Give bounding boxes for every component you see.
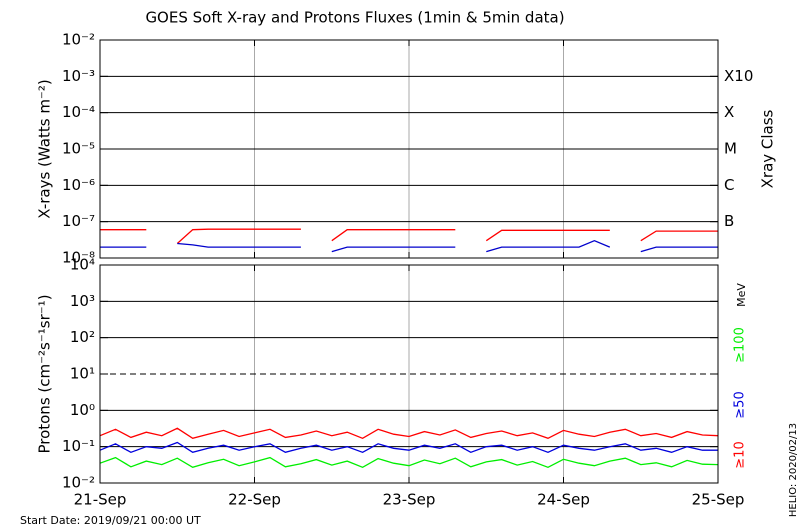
legend-label: ≥50	[733, 391, 748, 418]
plot-frame	[99, 39, 719, 259]
y2-tick-label: X	[724, 103, 734, 121]
series-line	[99, 456, 719, 469]
y-tick-label: 10⁻¹	[62, 437, 95, 455]
series-line	[100, 228, 718, 244]
credit: HELIO: 2020/02/13	[788, 423, 799, 517]
plot-frame	[99, 264, 719, 484]
series-line	[99, 427, 719, 440]
x-tick-label: 21-Sep	[74, 491, 127, 509]
y-tick-label: 10⁻⁶	[62, 176, 95, 194]
x-tick-label: 24-Sep	[537, 491, 590, 509]
y-tick-label: 10¹	[70, 365, 95, 383]
legend-label: ≥100	[733, 327, 748, 363]
series-line	[100, 239, 718, 253]
series-line	[99, 441, 718, 454]
x-tick-label: 22-Sep	[228, 491, 281, 509]
chart-title: GOES Soft X-ray and Protons Fluxes (1min…	[145, 9, 564, 27]
y-tick-label: 10⁻⁷	[62, 212, 95, 230]
legend-label: ≥10	[733, 441, 748, 468]
x-tick-label: 23-Sep	[383, 491, 436, 509]
y-axis-label: Protons (cm⁻²s⁻¹sr⁻¹)	[36, 294, 54, 453]
y2-tick-label: M	[724, 140, 737, 158]
y-tick-label: 10²	[70, 328, 95, 346]
y2-axis-label: Xray Class	[759, 109, 777, 188]
y-tick-label: 10⁻²	[62, 31, 95, 49]
y-tick-label: 10⁻⁵	[62, 140, 95, 158]
y-tick-label: 10⁻²	[62, 474, 95, 492]
y-tick-label: 10⁻⁸	[62, 249, 95, 267]
y2-tick-label: B	[724, 212, 734, 230]
y-tick-label: 10⁰	[70, 401, 95, 419]
y-tick-label: 10⁴	[70, 256, 95, 274]
start-date: Start Date: 2019/09/21 00:00 UT	[20, 514, 201, 527]
unit-label: MeV	[735, 283, 748, 307]
y2-tick-label: X10	[724, 67, 753, 85]
x-tick-label: 25-Sep	[692, 491, 745, 509]
y-tick-label: 10⁻³	[62, 67, 95, 85]
y-axis-label: X-rays (Watts m⁻²)	[36, 79, 54, 218]
y-tick-label: 10⁻⁴	[62, 103, 95, 121]
y-tick-label: 10³	[70, 292, 95, 310]
y2-tick-label: C	[724, 176, 734, 194]
